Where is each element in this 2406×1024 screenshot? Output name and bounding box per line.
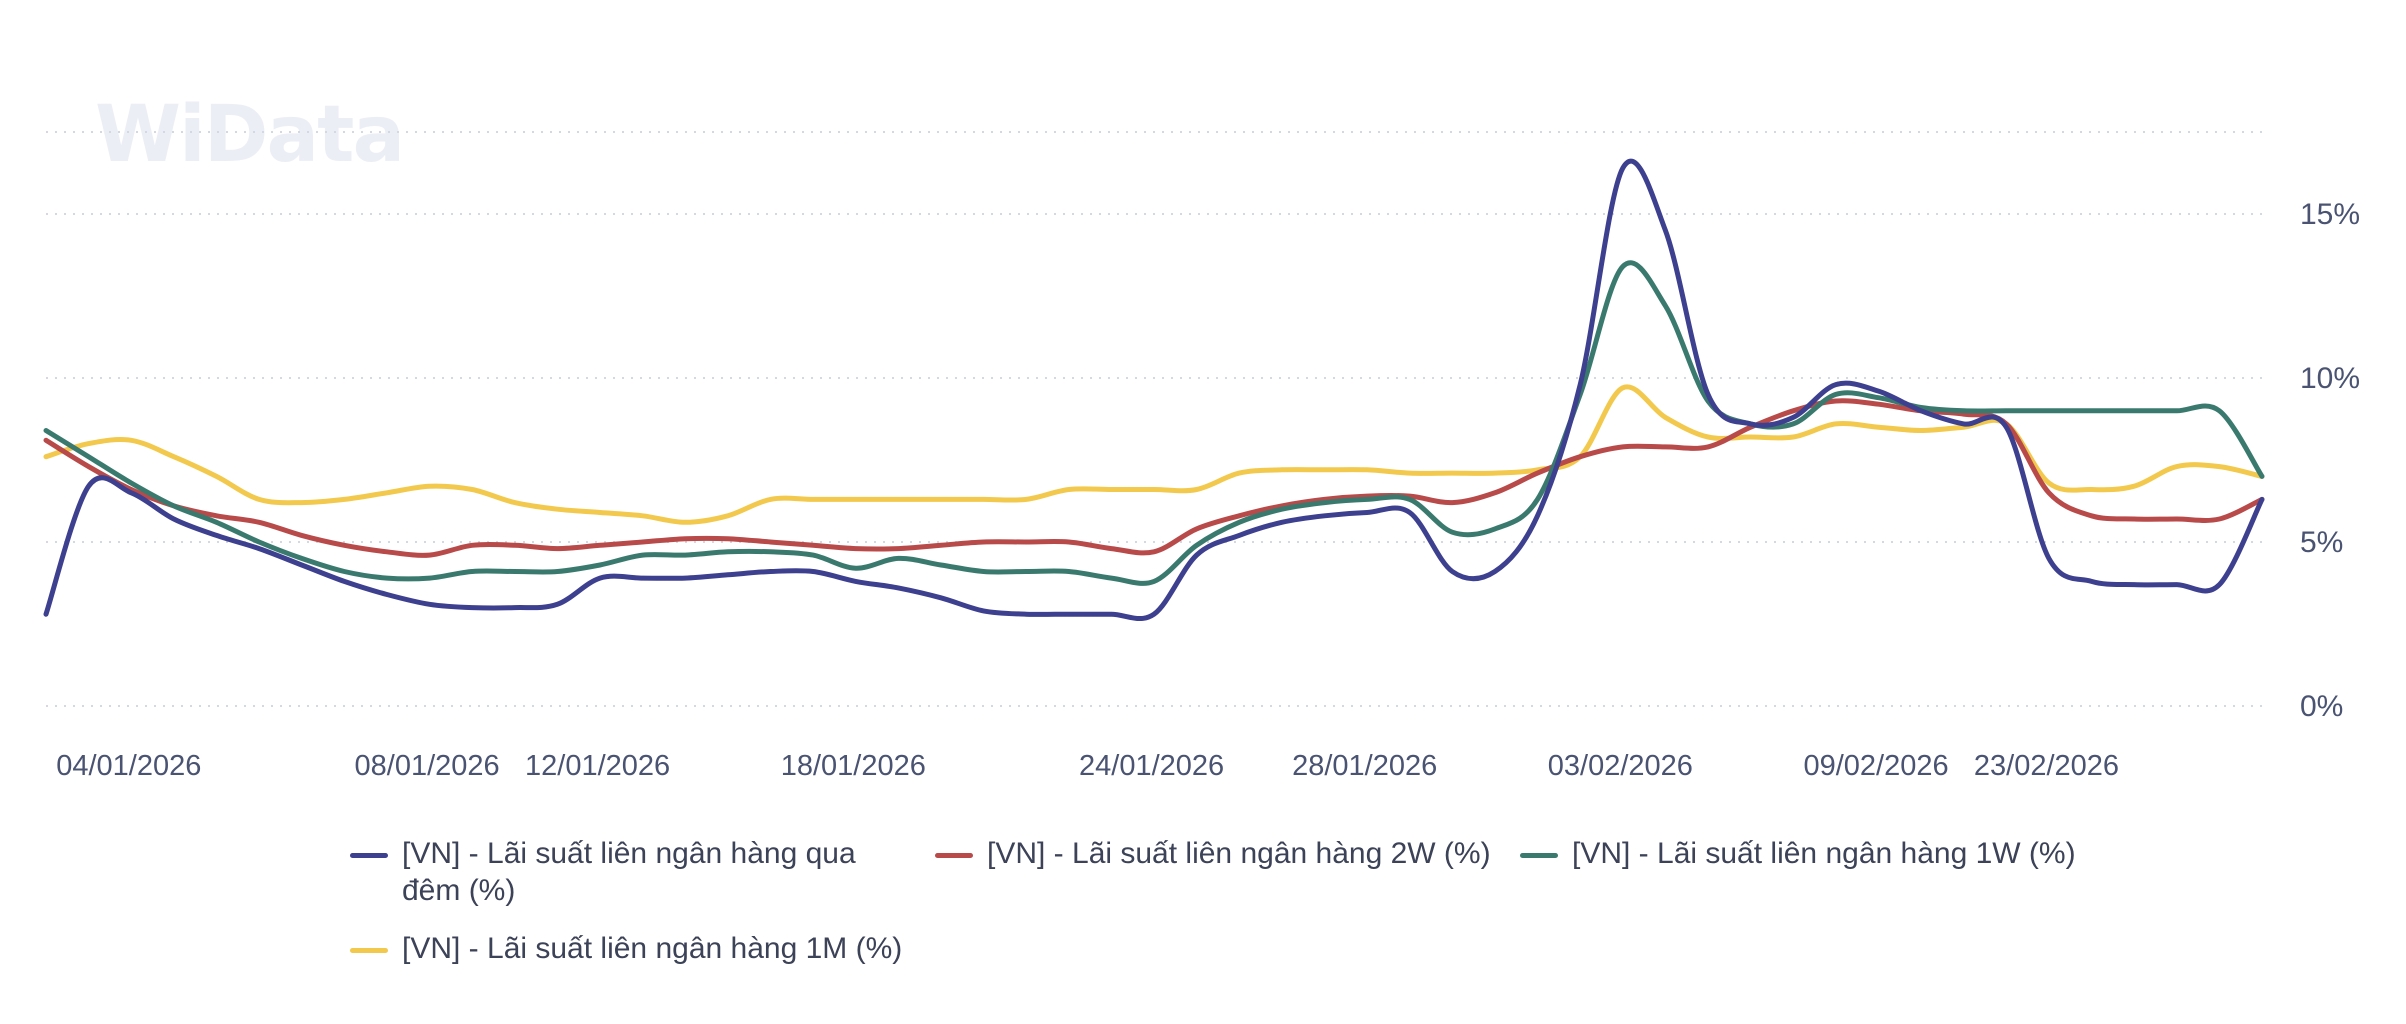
legend-item[interactable]: [VN] - Lãi suất liên ngân hàng qua đêm (… xyxy=(350,835,922,909)
x-tick-label: 24/01/2026 xyxy=(1079,750,1224,782)
x-axis-ticks: 04/01/2026 08/01/2026 12/01/2026 18/01/2026… xyxy=(56,750,2119,782)
series-lines xyxy=(43,158,2265,622)
x-tick-label: 18/01/2026 xyxy=(781,750,926,782)
x-tick-label: 12/01/2026 xyxy=(525,750,670,782)
legend-label: [VN] - Lãi suất liên ngân hàng qua đêm (… xyxy=(402,837,856,907)
series-line-0[interactable] xyxy=(43,158,2265,622)
legend-swatch xyxy=(1520,853,1558,858)
x-tick-label: 03/02/2026 xyxy=(1548,750,1693,782)
x-tick-label: 09/02/2026 xyxy=(1803,750,1948,782)
legend-label: [VN] - Lãi suất liên ngân hàng 1M (%) xyxy=(402,932,903,965)
y-tick-label: 0% xyxy=(2300,690,2343,723)
x-tick-label: 23/02/2026 xyxy=(1974,750,2119,782)
legend-item[interactable]: [VN] - Lãi suất liên ngân hàng 1W (%) xyxy=(1520,835,2092,872)
x-tick-label: 04/01/2026 xyxy=(56,750,201,782)
legend-swatch xyxy=(350,853,388,858)
legend-swatch xyxy=(350,948,388,953)
legend-label: [VN] - Lãi suất liên ngân hàng 2W (%) xyxy=(987,837,1491,870)
legend-item[interactable]: [VN] - Lãi suất liên ngân hàng 1M (%) xyxy=(350,930,922,967)
legend-swatch xyxy=(935,853,973,858)
widata-watermark: WiData xyxy=(95,90,405,180)
series-line-3[interactable] xyxy=(43,384,2265,525)
y-tick-label: 15% xyxy=(2300,198,2360,231)
x-tick-label: 28/01/2026 xyxy=(1292,750,1437,782)
legend-label: [VN] - Lãi suất liên ngân hàng 1W (%) xyxy=(1572,837,2076,870)
series-line-2[interactable] xyxy=(43,260,2265,586)
x-tick-label: 08/01/2026 xyxy=(355,750,500,782)
y-axis-ticks: 0% 5% 10% 15% xyxy=(2300,198,2360,723)
gridlines xyxy=(46,131,2262,707)
legend-item[interactable]: [VN] - Lãi suất liên ngân hàng 2W (%) xyxy=(935,835,1507,872)
series-line-1[interactable] xyxy=(43,398,2265,558)
y-tick-label: 10% xyxy=(2300,362,2360,395)
y-tick-label: 5% xyxy=(2300,526,2343,559)
